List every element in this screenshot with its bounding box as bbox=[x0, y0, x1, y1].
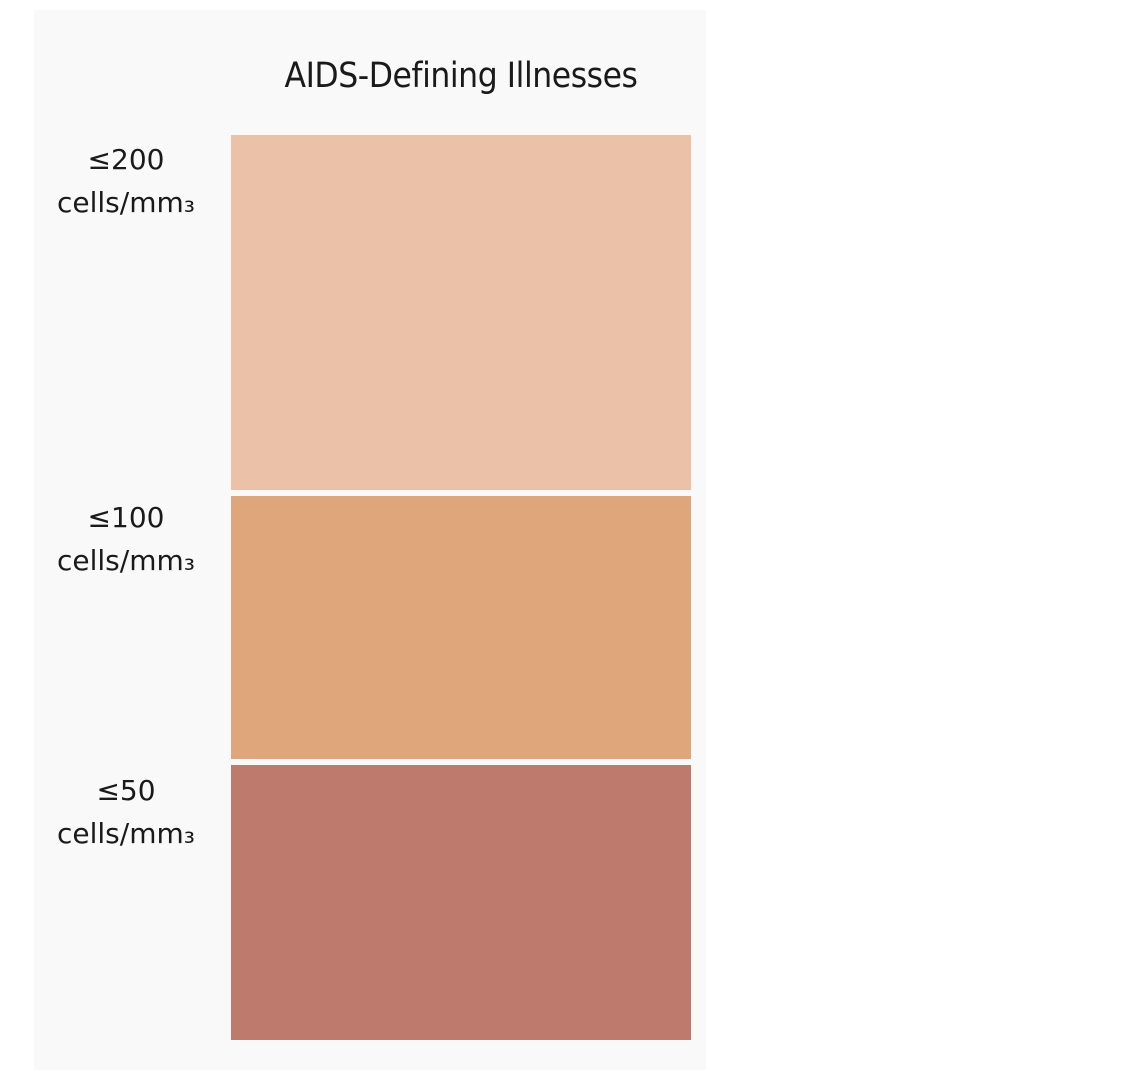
tier-label-200: ≤200 cells/mm₃ bbox=[36, 138, 216, 224]
tier-unit: cells/mm₃ bbox=[57, 544, 195, 577]
diagram-title: AIDS-Defining Illnesses bbox=[284, 56, 638, 96]
band-50 bbox=[231, 765, 691, 1040]
band-200 bbox=[231, 135, 691, 490]
tier-unit: cells/mm₃ bbox=[57, 817, 195, 850]
tier-unit: cells/mm₃ bbox=[57, 186, 195, 219]
tier-threshold: ≤50 bbox=[96, 774, 156, 807]
tier-label-50: ≤50 cells/mm₃ bbox=[36, 769, 216, 855]
tier-label-100: ≤100 cells/mm₃ bbox=[36, 496, 216, 582]
band-100 bbox=[231, 496, 691, 759]
tier-threshold: ≤100 bbox=[87, 501, 165, 534]
tier-threshold: ≤200 bbox=[87, 143, 165, 176]
